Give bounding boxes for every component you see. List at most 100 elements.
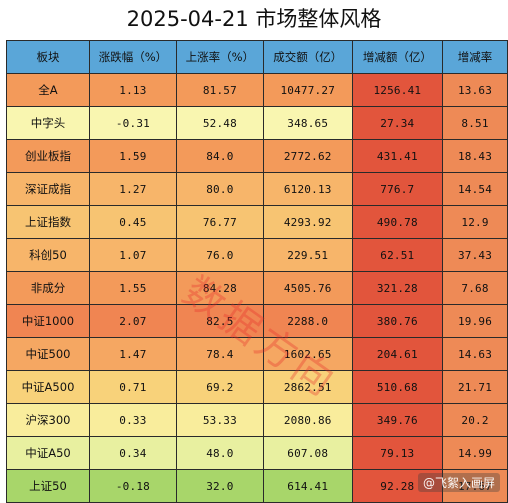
table-row: 科创50 1.07 76.0 229.51 62.51 37.43 xyxy=(6,238,508,272)
row-label: 中字头 xyxy=(6,106,90,140)
table-row: 上证指数 0.45 76.77 4293.92 490.78 12.9 xyxy=(6,205,508,239)
table-row: 创业板指 1.59 84.0 2772.62 431.41 18.43 xyxy=(6,139,508,173)
row-label: 中证500 xyxy=(6,337,90,371)
row-label: 非成分 xyxy=(6,271,90,305)
value-cell: 48.0 xyxy=(175,436,264,470)
row-label: 全A xyxy=(6,73,90,107)
table-row: 中字头 -0.31 52.48 348.65 27.34 8.51 xyxy=(6,106,508,140)
table-body: 全A 1.13 81.57 10477.27 1256.41 13.63 中字头 -0.31 5… xyxy=(6,73,508,503)
value-cell: 12.9 xyxy=(442,205,508,239)
value-cell: 6120.13 xyxy=(262,172,353,206)
row-label: 中证A50 xyxy=(6,436,90,470)
value-cell: 431.41 xyxy=(351,139,444,173)
value-cell: 8.51 xyxy=(442,106,508,140)
table-header-row: 板块 涨跌幅（%） 上涨率（%） 成交额（亿） 增减额（亿） 增减率 xyxy=(6,40,508,74)
value-cell: 79.13 xyxy=(351,436,444,470)
column-header: 增减率 xyxy=(442,40,508,74)
value-cell: 82.5 xyxy=(175,304,264,338)
value-cell: 349.76 xyxy=(351,403,444,437)
column-header: 成交额（亿） xyxy=(262,40,353,74)
column-header: 上涨率（%） xyxy=(175,40,264,74)
value-cell: -0.31 xyxy=(88,106,177,140)
value-cell: 2862.51 xyxy=(262,370,353,404)
value-cell: 53.33 xyxy=(175,403,264,437)
value-cell: 380.76 xyxy=(351,304,444,338)
value-cell: 2.07 xyxy=(88,304,177,338)
row-label: 创业板指 xyxy=(6,139,90,173)
value-cell: 20.2 xyxy=(442,403,508,437)
value-cell: 18.43 xyxy=(442,139,508,173)
chart-title: 2025-04-21 市场整体风格 xyxy=(126,7,382,31)
value-cell: 92.28 xyxy=(351,469,444,503)
value-cell: 78.4 xyxy=(175,337,264,371)
value-cell: 0.45 xyxy=(88,205,177,239)
row-label: 中证A500 xyxy=(6,370,90,404)
value-cell: 76.0 xyxy=(175,238,264,272)
value-cell: 14.63 xyxy=(442,337,508,371)
value-cell: 1.59 xyxy=(88,139,177,173)
value-cell: 614.41 xyxy=(262,469,353,503)
value-cell: 2288.0 xyxy=(262,304,353,338)
column-header: 涨跌幅（%） xyxy=(88,40,177,74)
value-cell: 69.2 xyxy=(175,370,264,404)
value-cell: 0.34 xyxy=(88,436,177,470)
value-cell: 14.99 xyxy=(442,436,508,470)
value-cell: -0.18 xyxy=(88,469,177,503)
table-row: 深证成指 1.27 80.0 6120.13 776.7 14.54 xyxy=(6,172,508,206)
row-label: 深证成指 xyxy=(6,172,90,206)
value-cell: 62.51 xyxy=(351,238,444,272)
value-cell: 348.65 xyxy=(262,106,353,140)
value-cell: 32.0 xyxy=(175,469,264,503)
row-label: 上证指数 xyxy=(6,205,90,239)
value-cell: 21.71 xyxy=(442,370,508,404)
value-cell: 229.51 xyxy=(262,238,353,272)
value-cell: 76.77 xyxy=(175,205,264,239)
credit-label: @飞絮入画屏 xyxy=(417,473,500,492)
value-cell: 13.63 xyxy=(442,73,508,107)
value-cell: 510.68 xyxy=(351,370,444,404)
column-header: 板块 xyxy=(6,40,90,74)
value-cell: 52.48 xyxy=(175,106,264,140)
value-cell: 81.57 xyxy=(175,73,264,107)
value-cell: 1602.65 xyxy=(262,337,353,371)
table-row: 中证500 1.47 78.4 1602.65 204.61 14.63 xyxy=(6,337,508,371)
table-row: 中证A50 0.34 48.0 607.08 79.13 14.99 xyxy=(6,436,508,470)
value-cell: 607.08 xyxy=(262,436,353,470)
row-label: 中证1000 xyxy=(6,304,90,338)
value-cell: 1.55 xyxy=(88,271,177,305)
value-cell: 0.71 xyxy=(88,370,177,404)
table-row: 上证50 -0.18 32.0 614.41 92.28 17.67 xyxy=(6,469,508,503)
value-cell: 1.27 xyxy=(88,172,177,206)
row-label: 科创50 xyxy=(6,238,90,272)
value-cell: 490.78 xyxy=(351,205,444,239)
value-cell: 1256.41 xyxy=(351,73,444,107)
value-cell: 1.47 xyxy=(88,337,177,371)
value-cell: 321.28 xyxy=(351,271,444,305)
value-cell: 80.0 xyxy=(175,172,264,206)
value-cell: 0.33 xyxy=(88,403,177,437)
table-row: 中证1000 2.07 82.5 2288.0 380.76 19.96 xyxy=(6,304,508,338)
value-cell: 19.96 xyxy=(442,304,508,338)
column-header: 增减额（亿） xyxy=(351,40,444,74)
row-label: 沪深300 xyxy=(6,403,90,437)
row-label: 上证50 xyxy=(6,469,90,503)
table-row: 沪深300 0.33 53.33 2080.86 349.76 20.2 xyxy=(6,403,508,437)
value-cell: 37.43 xyxy=(442,238,508,272)
value-cell: 1.13 xyxy=(88,73,177,107)
value-cell: 14.54 xyxy=(442,172,508,206)
value-cell: 4505.76 xyxy=(262,271,353,305)
value-cell: 7.68 xyxy=(442,271,508,305)
market-style-table: 板块 涨跌幅（%） 上涨率（%） 成交额（亿） 增减额（亿） 增减率 全A 1.1… xyxy=(6,40,508,503)
value-cell: 84.28 xyxy=(175,271,264,305)
table-row: 全A 1.13 81.57 10477.27 1256.41 13.63 xyxy=(6,73,508,107)
value-cell: 776.7 xyxy=(351,172,444,206)
table-row: 中证A500 0.71 69.2 2862.51 510.68 21.71 xyxy=(6,370,508,404)
value-cell: 27.34 xyxy=(351,106,444,140)
value-cell: 10477.27 xyxy=(262,73,353,107)
value-cell: 1.07 xyxy=(88,238,177,272)
table-row: 非成分 1.55 84.28 4505.76 321.28 7.68 xyxy=(6,271,508,305)
value-cell: 4293.92 xyxy=(262,205,353,239)
value-cell: 84.0 xyxy=(175,139,264,173)
value-cell: 17.67 xyxy=(442,469,508,503)
value-cell: 204.61 xyxy=(351,337,444,371)
